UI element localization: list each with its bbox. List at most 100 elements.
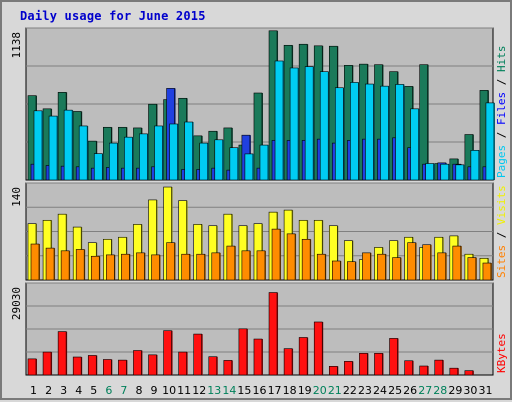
bar-kbytes-day-13: [208, 356, 218, 376]
bar-sites-day-11: [181, 253, 191, 281]
x-tick-label: 4: [75, 384, 82, 397]
bar-sites-day-10: [166, 242, 176, 281]
x-tick-label: 11: [177, 384, 191, 397]
bar-kbytes-day-30: [464, 370, 474, 376]
legend-entry: Visits: [495, 185, 508, 225]
bar-pages-day-5: [93, 153, 104, 181]
x-tick-label: 7: [120, 384, 127, 397]
bar-pages-day-6: [109, 142, 119, 181]
bar-sites-day-14: [226, 245, 236, 281]
y-max-label: 140: [10, 187, 23, 207]
x-tick-label: 9: [151, 384, 158, 397]
bar-kbytes-day-27: [419, 365, 429, 376]
legend-kbytes: KBytes: [495, 333, 508, 373]
bar-pages-day-23: [365, 83, 375, 181]
bar-sites-day-21: [331, 260, 342, 281]
bar-pages-day-4: [78, 125, 89, 181]
bar-sites-day-12: [196, 253, 206, 281]
bar-pages-day-12: [199, 142, 209, 181]
bar-pages-day-3: [63, 109, 74, 181]
x-tick-label: 21: [328, 384, 342, 397]
bar-kbytes-day-8: [133, 350, 143, 376]
bar-sites-day-18: [286, 233, 297, 281]
bar-kbytes-day-26: [404, 360, 414, 376]
legend-entry: /: [495, 72, 508, 92]
x-tick-label: 6: [105, 384, 112, 397]
bar-kbytes-day-4: [72, 356, 83, 376]
x-tick-label: 20: [313, 384, 327, 397]
legend-entry: Hits: [495, 46, 508, 73]
x-tick-label: 8: [135, 384, 142, 397]
bar-kbytes-day-21: [328, 366, 339, 376]
x-tick-label: 24: [373, 384, 387, 397]
y-max-label: 29030: [10, 287, 23, 320]
bar-kbytes-day-19: [298, 337, 309, 376]
bar-kbytes-day-15: [238, 328, 248, 376]
series-hits: [27, 30, 489, 181]
legend-entry: /: [495, 225, 508, 245]
bar-sites-day-24: [377, 253, 387, 281]
bar-pages-day-7: [124, 136, 134, 181]
x-tick-label: 23: [358, 384, 372, 397]
bar-pages-day-10: [169, 123, 179, 181]
bar-kbytes-day-22: [344, 361, 354, 376]
series-pages: [33, 60, 495, 181]
bar-pages-day-27: [425, 163, 435, 181]
bar-hits-day-27: [419, 64, 429, 181]
bar-sites-day-19: [301, 238, 312, 281]
bar-pages-day-19: [304, 66, 315, 181]
bar-sites-day-17: [271, 228, 282, 281]
bar-sites-day-15: [241, 250, 251, 281]
bar-kbytes-day-24: [374, 352, 384, 376]
bar-kbytes-day-16: [253, 338, 263, 376]
x-tick-label: 1: [30, 384, 37, 397]
bar-sites-day-1: [30, 243, 40, 281]
x-tick-label: 16: [253, 384, 267, 397]
x-tick-label: 26: [403, 384, 417, 397]
bar-pages-day-1: [33, 110, 43, 181]
x-tick-label: 31: [478, 384, 492, 397]
bar-kbytes-day-28: [434, 359, 444, 376]
x-tick-label: 25: [388, 384, 402, 397]
bar-pages-day-18: [289, 67, 300, 181]
bar-pages-day-29: [455, 164, 465, 181]
bar-kbytes-day-1: [27, 358, 37, 376]
bar-kbytes-day-10: [163, 330, 173, 376]
bar-sites-day-28: [437, 252, 447, 281]
bar-sites-day-20: [316, 253, 327, 281]
bar-kbytes-day-14: [223, 360, 233, 376]
bar-sites-day-8: [136, 252, 146, 281]
x-tick-label: 3: [60, 384, 67, 397]
bar-sites-day-23: [362, 252, 372, 281]
x-tick-label: 12: [192, 384, 206, 397]
x-tick-label: 27: [418, 384, 432, 397]
legend-visits-sites: Sites / Visits: [495, 185, 508, 278]
bar-sites-day-9: [151, 254, 161, 281]
bar-sites-day-25: [392, 257, 402, 281]
bar-pages-day-22: [350, 82, 360, 181]
bar-pages-day-17: [274, 60, 285, 181]
x-tick-label: 10: [162, 384, 176, 397]
bar-sites-day-2: [45, 247, 56, 281]
x-tick-label: 17: [268, 384, 282, 397]
y-max-label: 1138: [10, 32, 23, 59]
x-tick-label: 29: [448, 384, 462, 397]
x-tick-label: 18: [283, 384, 297, 397]
x-tick-label: 15: [237, 384, 251, 397]
chart-title: Daily usage for June 2015: [20, 9, 206, 23]
bar-pages-day-20: [319, 71, 330, 181]
x-tick-label: 13: [207, 384, 221, 397]
bar-kbytes-day-12: [193, 333, 203, 376]
bar-kbytes-day-25: [389, 338, 399, 376]
x-tick-label: 19: [298, 384, 312, 397]
x-tick-label: 30: [463, 384, 477, 397]
bar-sites-day-30: [467, 257, 477, 281]
bar-kbytes-day-29: [449, 367, 459, 376]
bar-sites-day-16: [256, 250, 266, 281]
x-tick-label: 5: [90, 384, 97, 397]
x-tick-label: 14: [222, 384, 236, 397]
legend-entry: /: [495, 125, 508, 145]
bar-pages-day-30: [470, 150, 480, 181]
